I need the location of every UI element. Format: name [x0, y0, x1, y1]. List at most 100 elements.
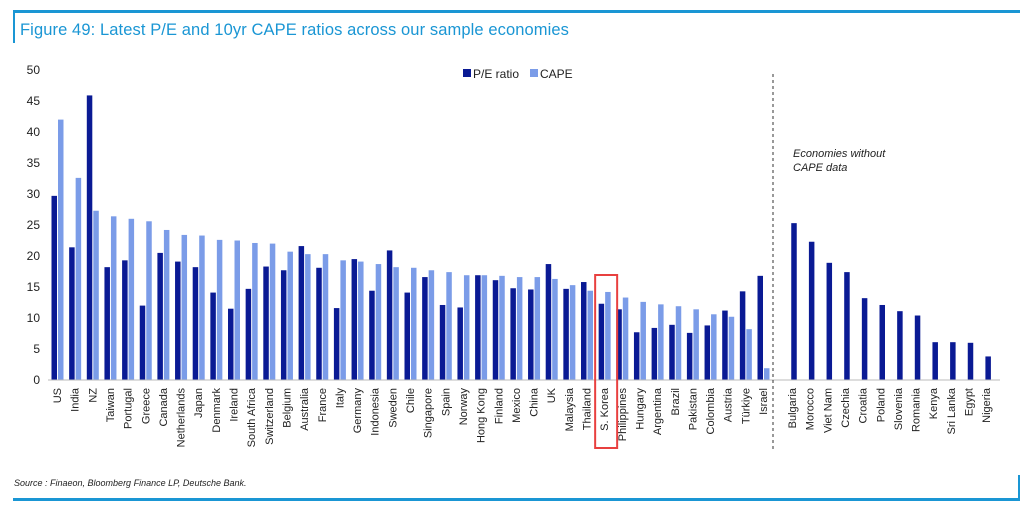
bar-pe-portugal	[122, 260, 128, 380]
right-border	[1018, 475, 1020, 500]
bar-pe-japan	[192, 267, 199, 380]
category-label: Switzerland	[264, 388, 276, 445]
category-label: Norway	[458, 388, 470, 426]
bar-cape-norway	[463, 275, 470, 380]
bar-cape-austria	[728, 316, 735, 380]
category-label: Türkiye	[740, 388, 752, 424]
category-label: Netherlands	[176, 388, 188, 448]
category-label: Hungary	[634, 388, 646, 430]
category-label: Croatia	[858, 387, 870, 423]
bar-pe-denmark	[210, 292, 216, 380]
y-tick-label: 5	[33, 342, 40, 356]
bar-cape-colombia	[711, 314, 717, 380]
category-label: Philippines	[617, 388, 629, 442]
bar-pe-germany	[351, 259, 358, 380]
bar-pe-israel	[757, 275, 763, 380]
bar-cape-netherlands	[181, 234, 188, 380]
bar-pe-singapore	[422, 277, 428, 380]
bar-pe-italy	[333, 308, 340, 380]
bar-pe-canada	[157, 252, 163, 380]
category-label: Sweden	[387, 388, 399, 428]
bar-cape-mexico	[516, 277, 523, 380]
bar-pe-pakistan	[686, 332, 693, 380]
category-label: France	[317, 388, 329, 422]
bar-cape-ireland	[234, 240, 240, 380]
y-axis: 0 5 10 15 20 25 30 35 40 45 50	[27, 63, 41, 387]
category-label: Kenya	[928, 387, 940, 419]
bar-pe-slovenia	[897, 311, 903, 380]
bar-cape-portugal	[128, 218, 135, 380]
category-label: Hong Kong	[476, 388, 488, 443]
bar-cape-australia	[305, 254, 311, 380]
bar-pe-south-africa	[245, 288, 252, 380]
bar-pe-hungary	[633, 332, 640, 380]
bar-pe-morocco	[808, 241, 815, 380]
bar-cape-s-korea	[605, 291, 611, 380]
bar-pe-bulgaria	[791, 223, 797, 380]
bar-cape-switzerland	[269, 243, 276, 380]
category-label: Mexico	[511, 388, 523, 423]
category-label: Colombia	[705, 387, 717, 434]
bar-pe-t-rkiye	[739, 291, 746, 380]
category-label: Pakistan	[687, 388, 699, 430]
bar-pe-switzerland	[263, 266, 269, 380]
bar-pe-argentina	[651, 327, 658, 380]
bar-pe-austria	[722, 310, 728, 380]
annotation-line-1: Economies without	[793, 148, 886, 160]
bar-chart: 0 5 10 15 20 25 30 35 40 45 50 US India NZ Taiwan Port…	[27, 63, 1000, 450]
category-label: China	[529, 387, 541, 417]
bar-cape-china	[534, 277, 541, 380]
bar-cape-chile	[411, 267, 417, 380]
category-label: Romania	[911, 387, 923, 432]
bar-pe-viet-nam	[826, 262, 833, 380]
bar-cape-belgium	[287, 251, 293, 380]
bar-cape-japan	[199, 235, 205, 380]
y-tick-label: 40	[27, 125, 41, 139]
bar-cape-denmark	[216, 239, 223, 380]
bar-pe-chile	[404, 292, 410, 380]
category-label: Egypt	[964, 388, 976, 416]
y-tick-label: 0	[33, 373, 40, 387]
category-label: S. Korea	[599, 387, 611, 431]
bar-cape-indonesia	[375, 264, 382, 380]
bar-pe-sweden	[386, 250, 393, 380]
category-label: NZ	[87, 388, 99, 403]
legend: P/E ratio CAPE	[463, 67, 573, 81]
bar-cape-t-rkiye	[746, 329, 752, 380]
category-label: Malaysia	[564, 387, 576, 431]
y-tick-label: 50	[27, 63, 41, 77]
highlight-box	[594, 274, 619, 449]
y-tick-label: 10	[27, 311, 41, 325]
bar-pe-thailand	[581, 282, 587, 380]
bar-pe-greece	[139, 305, 146, 380]
bar-cape-nz	[93, 210, 99, 380]
category-label: Chile	[405, 388, 417, 413]
bar-pe-nigeria	[985, 356, 991, 380]
x-axis-labels: US India NZ Taiwan Portugal Greece Canada Nethe…	[52, 387, 993, 447]
category-label: Argentina	[652, 387, 664, 435]
bar-pe-croatia	[861, 298, 868, 380]
category-label: Sri Lanka	[946, 387, 958, 434]
bar-cape-finland	[499, 275, 505, 380]
bars	[51, 95, 991, 381]
bar-cape-germany	[358, 261, 364, 380]
category-label: Belgium	[281, 388, 293, 428]
category-label: Brazil	[670, 388, 682, 416]
bar-pe-taiwan	[104, 267, 110, 380]
bar-pe-s-korea	[598, 303, 605, 380]
y-tick-label: 20	[27, 249, 41, 263]
bar-pe-colombia	[704, 325, 711, 380]
bar-pe-china	[528, 289, 534, 380]
legend-label-pe: P/E ratio	[473, 67, 519, 81]
bar-pe-brazil	[669, 324, 675, 380]
bar-cape-argentina	[658, 304, 664, 380]
bar-pe-us	[51, 195, 57, 380]
bar-pe-indonesia	[369, 290, 375, 380]
bar-cape-italy	[340, 260, 346, 380]
y-tick-label: 45	[27, 94, 41, 108]
bar-cape-singapore	[428, 270, 435, 380]
category-label: Australia	[299, 387, 311, 431]
bar-pe-uk	[545, 264, 552, 380]
category-label: Poland	[875, 388, 887, 422]
bar-pe-hong-kong	[475, 275, 481, 380]
